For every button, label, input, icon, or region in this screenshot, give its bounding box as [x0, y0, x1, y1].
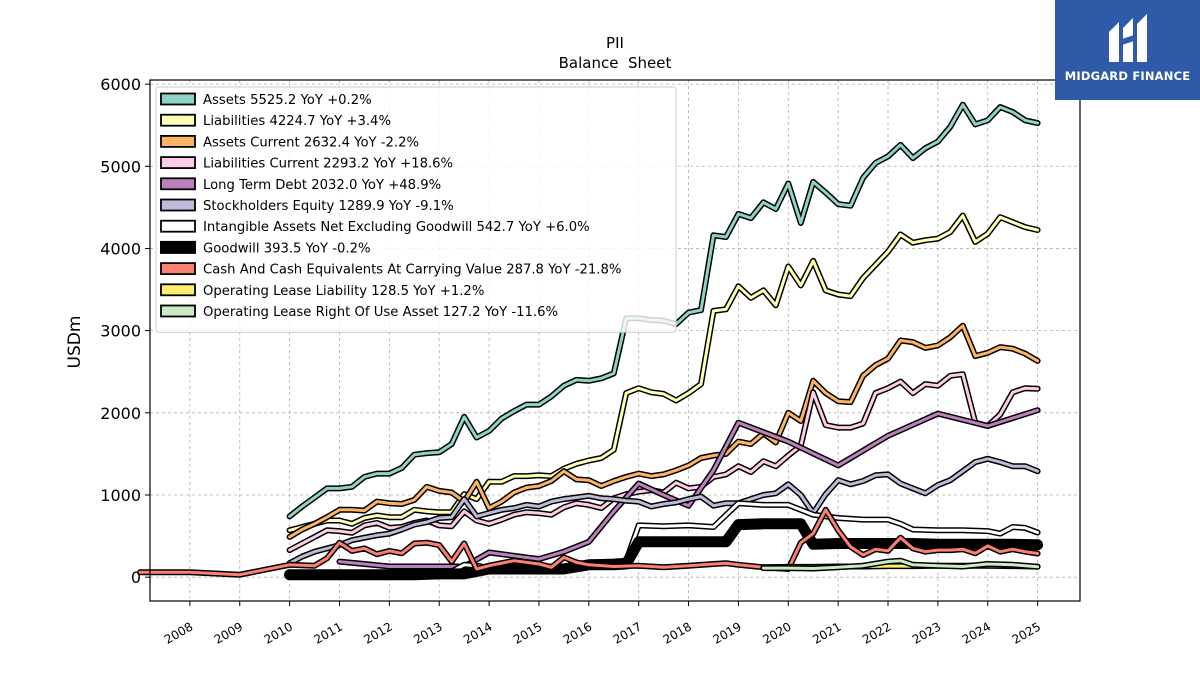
legend-label: Assets 5525.2 YoY +0.2% — [203, 93, 372, 108]
legend-swatch — [160, 92, 196, 106]
series-line — [288, 324, 1040, 539]
series-line — [338, 408, 1040, 568]
y-tick-label: 6000 — [100, 75, 141, 94]
legend-swatch — [160, 113, 196, 127]
legend-label: Intangible Assets Net Excluding Goodwill… — [203, 220, 590, 235]
x-tick-label: 2024 — [960, 619, 993, 646]
y-tick-label: 4000 — [100, 239, 141, 258]
legend-label: Cash And Cash Equivalents At Carrying Va… — [203, 263, 621, 278]
chart-subtitle: Balance Sheet — [559, 54, 672, 72]
legend-label: Operating Lease Liability 128.5 YoY +1.2… — [203, 284, 484, 299]
x-tick-label: 2008 — [162, 619, 195, 646]
legend-label: Operating Lease Right Of Use Asset 127.2… — [203, 305, 558, 320]
x-tick-label: 2022 — [860, 619, 893, 646]
legend-label: Stockholders Equity 1289.9 YoY -9.1% — [203, 199, 454, 214]
legend-swatch — [160, 219, 196, 233]
x-tick-label: 2016 — [561, 619, 594, 646]
chart-title: PII — [606, 34, 624, 52]
legend-swatch — [160, 156, 196, 170]
x-tick-label: 2019 — [710, 619, 743, 646]
y-axis-label: USDm — [65, 316, 85, 369]
x-tick-label: 2018 — [661, 619, 694, 646]
x-tick-label: 2025 — [1010, 619, 1043, 646]
legend-label: Liabilities Current 2293.2 YoY +18.6% — [203, 157, 453, 172]
x-tick-label: 2013 — [411, 619, 444, 646]
legend-swatch — [160, 304, 196, 318]
y-tick-label: 2000 — [100, 404, 141, 423]
y-tick-label: 1000 — [100, 486, 141, 505]
legend-swatch — [160, 262, 196, 276]
legend-swatch — [160, 240, 196, 254]
legend-label: Goodwill 393.5 YoY -0.2% — [203, 241, 371, 256]
logo-mark-icon — [1109, 14, 1147, 62]
x-tick-label: 2012 — [361, 619, 394, 646]
x-tick-label: 2014 — [461, 619, 494, 646]
x-tick-label: 2020 — [760, 619, 793, 646]
x-tick-label: 2010 — [262, 619, 295, 646]
legend-label: Liabilities 4224.7 YoY +3.4% — [203, 114, 391, 129]
logo-text: MIDGARD FINANCE — [1064, 69, 1191, 83]
midgard-finance-logo: MIDGARD FINANCE — [1055, 0, 1200, 100]
x-tick-label: 2011 — [312, 619, 345, 646]
x-tick-label: 2015 — [511, 619, 544, 646]
legend-swatch — [160, 283, 196, 297]
y-tick-label: 5000 — [100, 157, 141, 176]
series-line — [138, 508, 1040, 577]
x-tick-label: 2009 — [212, 619, 245, 646]
y-tick-label: 3000 — [100, 322, 141, 341]
x-tick-label: 2017 — [611, 619, 644, 646]
y-tick-label: 0 — [131, 568, 141, 587]
legend-swatch — [160, 177, 196, 191]
series-outline — [284, 518, 1044, 581]
legend-label: Assets Current 2632.4 YoY -2.2% — [203, 135, 419, 150]
legend-swatch — [160, 198, 196, 212]
x-tick-label: 2023 — [910, 619, 943, 646]
legend-swatch — [160, 134, 196, 148]
legend: Assets 5525.2 YoY +0.2% Liabilities 4224.… — [155, 86, 677, 333]
series-line — [288, 457, 1040, 565]
plot-frame — [149, 79, 1081, 602]
x-tick-label: 2021 — [810, 619, 843, 646]
series-line — [288, 214, 1040, 532]
legend-label: Long Term Debt 2032.0 YoY +48.9% — [203, 178, 441, 193]
series-line — [761, 559, 1040, 570]
legend-box — [155, 86, 677, 333]
